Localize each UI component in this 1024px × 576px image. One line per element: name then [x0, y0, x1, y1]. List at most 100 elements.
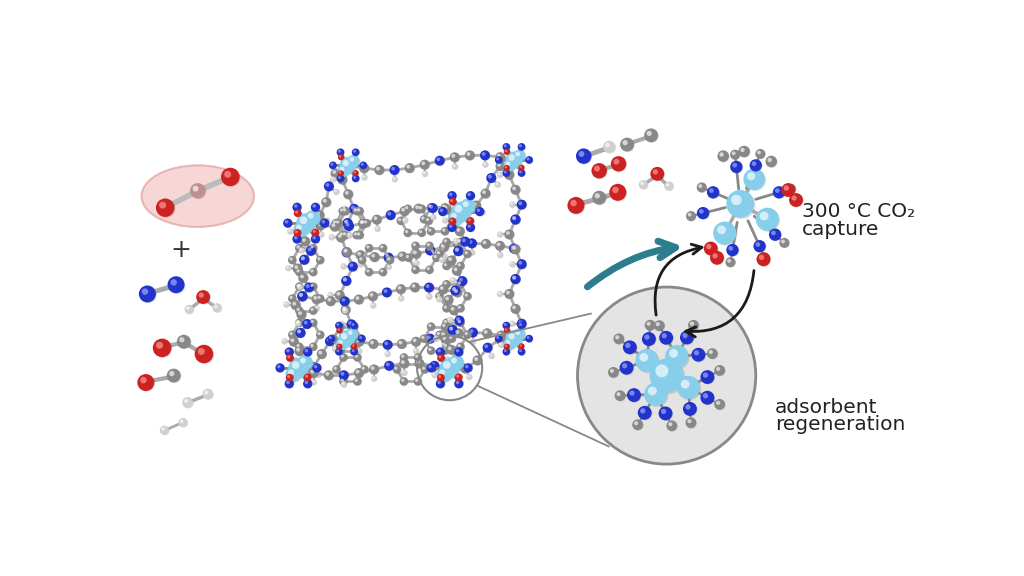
Circle shape	[453, 287, 456, 291]
Circle shape	[504, 328, 510, 334]
Circle shape	[456, 227, 465, 237]
Circle shape	[525, 156, 534, 164]
Circle shape	[308, 213, 313, 219]
Circle shape	[646, 131, 652, 136]
Circle shape	[403, 205, 413, 214]
Circle shape	[399, 253, 403, 257]
Circle shape	[442, 305, 452, 313]
Circle shape	[396, 284, 406, 294]
Circle shape	[299, 274, 309, 283]
Circle shape	[295, 347, 305, 357]
Circle shape	[463, 201, 469, 207]
Circle shape	[426, 294, 432, 300]
Circle shape	[299, 293, 303, 297]
Circle shape	[336, 322, 343, 330]
Circle shape	[282, 338, 288, 344]
Circle shape	[421, 217, 425, 219]
Circle shape	[336, 221, 339, 223]
Circle shape	[288, 355, 290, 358]
Circle shape	[701, 371, 715, 385]
Circle shape	[141, 289, 148, 295]
Circle shape	[436, 380, 445, 389]
Circle shape	[298, 273, 308, 283]
Circle shape	[451, 286, 461, 295]
Circle shape	[482, 162, 488, 168]
Circle shape	[505, 344, 507, 347]
Circle shape	[295, 244, 303, 252]
Circle shape	[212, 303, 222, 312]
Circle shape	[303, 379, 312, 388]
Circle shape	[709, 350, 713, 354]
Circle shape	[294, 209, 301, 217]
Circle shape	[341, 378, 344, 382]
Circle shape	[287, 354, 294, 362]
Circle shape	[293, 264, 303, 274]
Circle shape	[463, 292, 472, 301]
Circle shape	[732, 151, 735, 155]
Circle shape	[203, 389, 213, 399]
Circle shape	[467, 375, 470, 377]
Circle shape	[662, 333, 667, 339]
Circle shape	[665, 181, 674, 191]
Circle shape	[396, 217, 406, 225]
Circle shape	[337, 175, 344, 182]
Circle shape	[482, 161, 488, 168]
Circle shape	[504, 170, 507, 173]
Circle shape	[359, 161, 368, 169]
Circle shape	[467, 238, 477, 248]
Circle shape	[484, 344, 488, 348]
Circle shape	[690, 321, 694, 326]
Circle shape	[375, 226, 381, 232]
Circle shape	[295, 320, 301, 327]
Circle shape	[700, 370, 715, 384]
Circle shape	[512, 335, 516, 339]
Circle shape	[421, 365, 429, 374]
Circle shape	[328, 335, 336, 343]
Circle shape	[648, 386, 656, 395]
Circle shape	[435, 331, 443, 339]
Ellipse shape	[141, 165, 254, 227]
Circle shape	[357, 335, 366, 343]
Circle shape	[773, 186, 785, 199]
Circle shape	[645, 320, 655, 331]
Circle shape	[413, 348, 419, 354]
Circle shape	[510, 334, 520, 344]
Circle shape	[614, 391, 626, 401]
Circle shape	[510, 185, 520, 195]
Circle shape	[454, 357, 457, 361]
Circle shape	[348, 262, 357, 271]
Circle shape	[354, 295, 365, 305]
Circle shape	[504, 149, 510, 155]
Circle shape	[403, 229, 413, 237]
Circle shape	[457, 207, 466, 217]
Circle shape	[294, 204, 298, 208]
Circle shape	[370, 340, 374, 344]
Circle shape	[707, 186, 719, 199]
Circle shape	[353, 353, 361, 362]
Circle shape	[276, 365, 281, 368]
Circle shape	[481, 240, 492, 249]
Circle shape	[361, 175, 368, 181]
Circle shape	[387, 257, 390, 260]
Circle shape	[398, 295, 404, 302]
Circle shape	[461, 199, 476, 215]
Circle shape	[503, 143, 510, 151]
Circle shape	[437, 374, 444, 381]
Circle shape	[354, 209, 357, 211]
Circle shape	[316, 349, 327, 359]
Circle shape	[467, 152, 470, 156]
Circle shape	[517, 260, 527, 270]
Circle shape	[343, 232, 346, 236]
Circle shape	[718, 151, 729, 162]
Circle shape	[518, 320, 522, 324]
Circle shape	[510, 321, 516, 327]
Circle shape	[610, 369, 614, 373]
Circle shape	[651, 361, 685, 394]
Circle shape	[290, 296, 293, 299]
Circle shape	[397, 339, 408, 350]
Circle shape	[301, 256, 305, 260]
Circle shape	[294, 229, 302, 237]
Circle shape	[355, 231, 364, 240]
Circle shape	[398, 295, 404, 301]
Circle shape	[455, 379, 464, 388]
